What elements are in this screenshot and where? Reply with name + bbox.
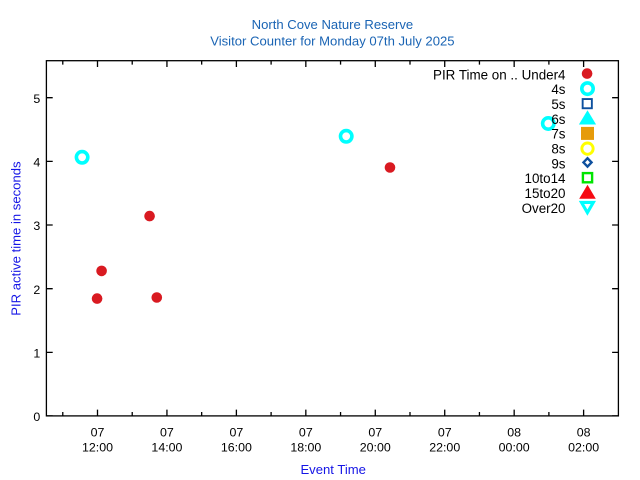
svg-text:9s: 9s [551,156,565,171]
svg-text:Over20: Over20 [522,201,566,216]
svg-text:2: 2 [33,283,40,297]
svg-text:07: 07 [229,426,243,440]
svg-text:08: 08 [577,426,591,440]
svg-text:PIR Time on .. Under4: PIR Time on .. Under4 [433,67,566,82]
svg-text:6s: 6s [551,112,565,127]
svg-text:07: 07 [160,426,174,440]
svg-text:07: 07 [368,426,382,440]
svg-text:07: 07 [299,426,313,440]
svg-text:3: 3 [33,219,40,233]
svg-text:22:00: 22:00 [429,440,460,454]
svg-text:07: 07 [91,426,105,440]
svg-text:4s: 4s [551,82,565,97]
svg-text:15to20: 15to20 [525,186,566,201]
svg-text:00:00: 00:00 [499,440,530,454]
svg-text:Visitor Counter for Monday 07t: Visitor Counter for Monday 07th July 202… [210,33,454,48]
svg-text:4: 4 [33,156,40,170]
svg-text:18:00: 18:00 [290,440,321,454]
svg-text:North Cove Nature Reserve: North Cove Nature Reserve [252,17,414,32]
svg-text:02:00: 02:00 [568,440,599,454]
svg-text:8s: 8s [551,142,565,157]
svg-text:PIR active time in seconds: PIR active time in seconds [9,161,24,316]
svg-text:5s: 5s [551,97,565,112]
svg-text:5: 5 [33,92,40,106]
svg-text:0: 0 [33,410,40,424]
svg-text:20:00: 20:00 [360,440,391,454]
svg-text:07: 07 [438,426,452,440]
svg-text:10to14: 10to14 [525,171,567,186]
svg-text:7s: 7s [551,127,565,142]
svg-text:12:00: 12:00 [82,440,113,454]
svg-text:08: 08 [507,426,521,440]
svg-text:14:00: 14:00 [151,440,182,454]
svg-text:16:00: 16:00 [221,440,252,454]
svg-text:Event Time: Event Time [300,462,366,477]
svg-text:1: 1 [33,347,40,361]
